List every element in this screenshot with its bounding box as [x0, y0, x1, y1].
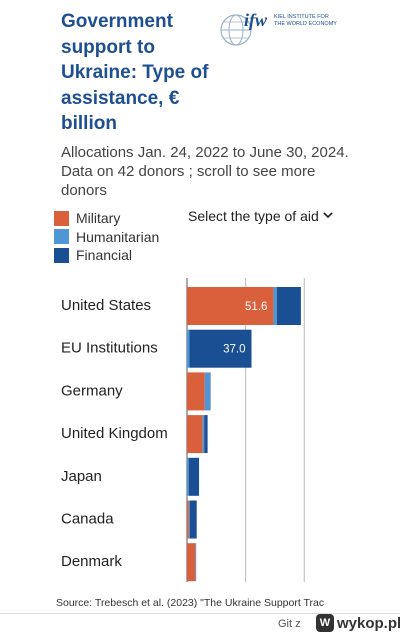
- bar-segment: [187, 457, 189, 496]
- bar-segment: [276, 287, 301, 325]
- bar-segment: [189, 500, 197, 539]
- legend-label-financial: Financial: [76, 247, 133, 264]
- chart-title: Government support to Ukraine: Type of a…: [61, 11, 209, 134]
- footer-git-text: Git z: [278, 618, 301, 630]
- bar-segment: [202, 415, 205, 454]
- category-label: Germany: [61, 382, 123, 399]
- legend-label-humanitarian: Humanitarian: [76, 228, 160, 245]
- wykop-brand[interactable]: W wykop.pl: [316, 614, 400, 632]
- globe-icon: [220, 14, 252, 46]
- logo-mark: ifw: [244, 10, 268, 30]
- category-label: United Kingdom: [61, 425, 168, 442]
- legend: Military Humanitarian Financial: [54, 209, 159, 265]
- bar-segment: [187, 415, 203, 454]
- legend-swatch-humanitarian: [54, 229, 69, 245]
- logo-line-1: KIEL INSTITUTE FOR: [274, 14, 329, 20]
- bar-segment: [209, 372, 211, 411]
- category-label: EU Institutions: [61, 340, 158, 357]
- wykop-brand-text: wykop.pl: [337, 614, 400, 632]
- bar-segment: [187, 372, 205, 411]
- aid-type-selector-label: Select the type of aid: [188, 208, 319, 224]
- legend-swatch-military: [54, 210, 69, 226]
- logo-line-2: THE WORLD ECONOMY: [274, 21, 337, 27]
- data-label: 51.6: [245, 301, 267, 313]
- legend-item-military: Military: [54, 209, 159, 228]
- bar-segment: [188, 457, 200, 496]
- aid-type-selector[interactable]: Select the type of aid: [188, 208, 333, 224]
- bar-segment: [204, 415, 208, 454]
- bar-segment: [273, 287, 277, 325]
- legend-item-financial: Financial: [54, 246, 159, 265]
- bar-segment: [204, 372, 210, 411]
- footer-divider: [0, 613, 400, 614]
- legend-item-humanitarian: Humanitarian: [54, 228, 159, 247]
- bar-segment: [195, 543, 197, 582]
- category-label: Denmark: [61, 553, 122, 570]
- bar-segment: [188, 500, 190, 539]
- bar-segment: [187, 543, 196, 582]
- data-label: 37.0: [223, 344, 245, 356]
- bar-segment: [187, 500, 189, 539]
- source-note: Source: Trebesch et al. (2023) "The Ukra…: [56, 597, 325, 609]
- chevron-down-icon: [323, 210, 333, 222]
- category-label: United States: [61, 297, 151, 314]
- bar-chart: United States EU Institutions Germany Unite…: [61, 278, 305, 582]
- ifw-logo: ifw KIEL INSTITUTE FOR THE WORLD ECONOMY: [220, 10, 337, 46]
- bar-segment: [189, 329, 252, 368]
- chart-subtitle: Allocations Jan. 24, 2022 to June 30, 20…: [61, 144, 349, 199]
- category-label: Canada: [61, 511, 114, 528]
- bar-segment: [187, 329, 190, 368]
- bars-layer: [187, 287, 301, 582]
- labels-layer: United States EU Institutions Germany Unite…: [61, 297, 267, 570]
- legend-swatch-financial: [54, 247, 69, 263]
- category-label: Japan: [61, 468, 102, 485]
- bar-segment: [187, 287, 274, 325]
- wykop-logo-icon: W: [316, 614, 334, 632]
- legend-label-military: Military: [76, 210, 121, 227]
